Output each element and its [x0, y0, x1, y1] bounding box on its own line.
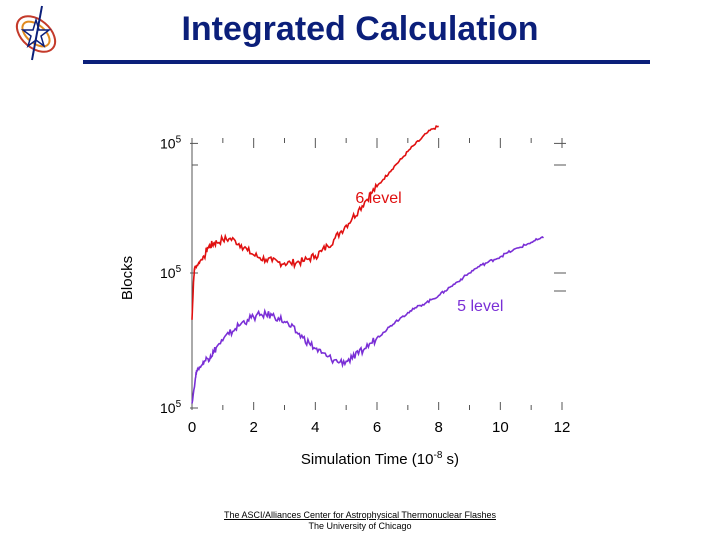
footer-university: The University of Chicago — [308, 521, 412, 531]
y-axis-label: Blocks — [119, 256, 136, 300]
page-title: Integrated Calculation — [181, 10, 539, 48]
series-line-6-level — [191, 124, 439, 320]
y-tick-label: 105 — [160, 134, 182, 151]
x-tick-label: 12 — [554, 419, 571, 436]
series-label-5-level: 5 level — [457, 298, 503, 315]
x-tick-label: 6 — [373, 419, 381, 436]
y-tick-label: 105 — [160, 399, 182, 416]
series-label-6-level: 6 level — [355, 190, 401, 207]
y-tick-label: 105 — [160, 264, 182, 281]
x-tick-label: 0 — [188, 419, 196, 436]
title-underline — [83, 60, 650, 64]
series-line-5-level — [191, 236, 544, 404]
x-tick-label: 4 — [311, 419, 319, 436]
flash-center-star-logo-icon — [15, 5, 57, 61]
x-tick-label: 2 — [249, 419, 257, 436]
footer-center-name[interactable]: The ASCI/Alliances Center for Astrophysi… — [224, 510, 496, 520]
x-axis-label: Simulation Time (10-8 s) — [300, 450, 460, 468]
x-tick-label: 10 — [492, 419, 509, 436]
x-tick-label: 8 — [434, 419, 442, 436]
